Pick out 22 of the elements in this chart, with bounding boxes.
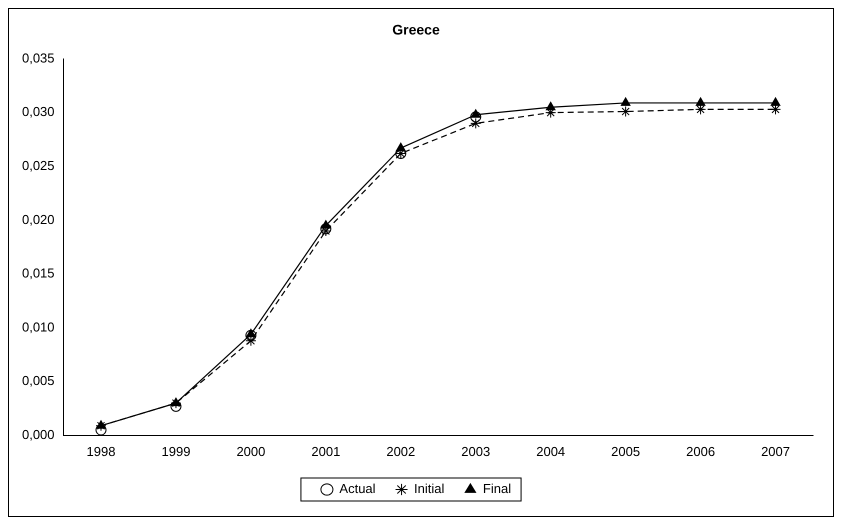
x-tick-label: 1998 bbox=[86, 444, 116, 459]
x-tick-label: 2004 bbox=[536, 444, 566, 459]
y-tick-label: 0,000 bbox=[22, 426, 55, 442]
x-tick-label: 2006 bbox=[686, 444, 716, 459]
y-tick-label: 0,020 bbox=[22, 212, 55, 227]
y-tick-label: 0,030 bbox=[22, 104, 55, 120]
x-tick-label: 1999 bbox=[161, 444, 190, 459]
x-tick-label: 2003 bbox=[461, 444, 490, 459]
y-tick-label: 0,010 bbox=[22, 319, 55, 334]
legend-label: Initial bbox=[414, 481, 445, 496]
legend-label: Actual bbox=[339, 481, 376, 496]
y-tick-label: 0,005 bbox=[22, 373, 55, 388]
x-tick-label: 2001 bbox=[311, 444, 340, 459]
chart-title: Greece bbox=[392, 21, 440, 38]
x-tick-label: 2002 bbox=[386, 444, 416, 459]
x-tick-label: 2007 bbox=[761, 444, 790, 459]
y-tick-label: 0,025 bbox=[22, 158, 55, 173]
legend-label: Final bbox=[482, 481, 512, 496]
y-tick-label: 0,035 bbox=[22, 50, 55, 66]
y-tick-label: 0,015 bbox=[22, 266, 55, 281]
x-tick-label: 2000 bbox=[236, 444, 266, 459]
x-tick-label: 2005 bbox=[611, 444, 640, 459]
